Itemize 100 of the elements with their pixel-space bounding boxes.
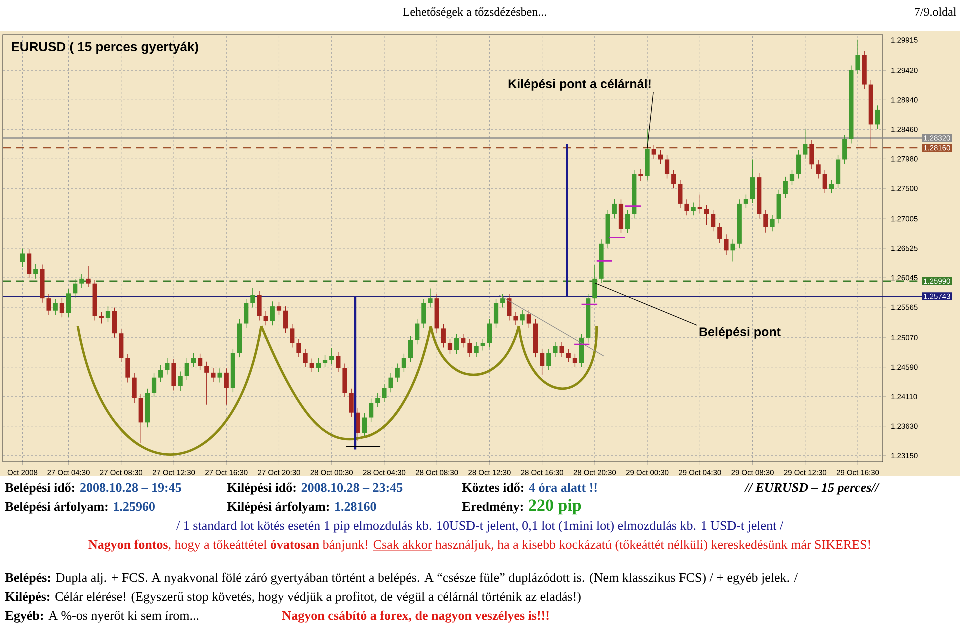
- candlestick: [284, 306, 288, 334]
- candlestick: [152, 373, 157, 398]
- text: Nagyon csábító a forex, de nagyon veszélyes is!!!: [282, 610, 549, 623]
- candlestick: [126, 354, 130, 384]
- candlestick: [336, 352, 341, 373]
- candlestick: [672, 170, 676, 189]
- candlestick: [303, 348, 308, 368]
- candlestick: [507, 294, 512, 322]
- candlestick: [46, 294, 52, 316]
- candlestick: [86, 266, 91, 288]
- candlestick: [408, 336, 414, 363]
- candlestick: [626, 210, 630, 234]
- candlestick: [257, 290, 262, 322]
- candlestick: [540, 348, 545, 376]
- candlestick: [803, 129, 808, 160]
- text: 2008.10.28 – 19:45: [80, 483, 182, 492]
- candlestick: [816, 160, 821, 180]
- candlestick: [20, 248, 26, 268]
- text: 7/9.oldal: [915, 8, 957, 16]
- candlestick: [178, 371, 183, 392]
- candlestick: [500, 294, 506, 308]
- candlestick: [316, 358, 322, 373]
- candlestick: [684, 199, 690, 216]
- candlestick: [474, 342, 479, 358]
- candlestick: [718, 222, 722, 244]
- text: Eredmény:: [462, 502, 523, 514]
- candlestick: [80, 274, 84, 288]
- candlestick: [592, 265, 598, 304]
- candlestick: [796, 150, 802, 180]
- candlestick: [264, 311, 268, 326]
- text: 4 óra alatt !!: [529, 482, 597, 492]
- candlestick: [560, 342, 564, 358]
- candlestick: [810, 140, 814, 170]
- text: Nagyon fontos, hogy a tőkeáttétel óvatosan bánjunk!: [88, 540, 368, 552]
- candlestick: [494, 298, 499, 328]
- candlestick: [204, 362, 210, 406]
- candlestick: [112, 307, 118, 338]
- candlestick: [572, 354, 578, 368]
- text: / 1 standard lot kötés esetén 1 pip elmozdulás kb. 10USD-t jelent, 0,1 lot (1mini lot) elmozdulás kb. 1 USD-t jelent /: [176, 520, 784, 533]
- candlestick: [218, 368, 222, 384]
- candlestick: [132, 373, 137, 404]
- candlestick: [376, 392, 380, 408]
- text: Belépési idő:: [5, 482, 75, 495]
- candlestick: [454, 334, 460, 355]
- candlestick: [198, 354, 203, 371]
- candlestick: [750, 159, 756, 204]
- candlestick: [402, 354, 407, 373]
- candlestick: [652, 144, 656, 160]
- candlestick: [349, 388, 354, 418]
- candlestick: [514, 312, 518, 326]
- text: Belépés: Dupla alj. + FCS. A nyakvonal fölé záró gyertyában történt a belépés. A “csésze füle” duplázódott is. (Nem klasszikus FCS) / + egyéb jelek. /: [5, 572, 798, 585]
- candlestick: [244, 298, 249, 328]
- text: 1.25960: [114, 502, 155, 512]
- candlestick: [724, 234, 729, 256]
- candlestick: [415, 319, 420, 345]
- candlestick: [678, 180, 683, 209]
- candlestick: [191, 352, 196, 368]
- candlestick: [770, 214, 775, 232]
- candlestick: [388, 373, 394, 393]
- candlestick: [73, 279, 78, 298]
- candlestick: [468, 338, 472, 358]
- candlestick: [276, 302, 282, 316]
- chart-title: EURUSD ( 15 perces gyertyák): [12, 42, 198, 54]
- candlestick: [270, 301, 275, 326]
- candlestick: [638, 169, 644, 182]
- candlestick: [822, 170, 828, 194]
- candlestick: [172, 359, 176, 392]
- candlestick: [395, 363, 400, 382]
- candlestick: [553, 342, 558, 358]
- text: használjuk, ha a kisebb kockázatú (tőkeáttét nélküli) kereskedésünk már SIKERES!: [436, 540, 870, 552]
- candlestick: [53, 298, 58, 316]
- annotation: Kilépési pont a célárnál!: [508, 79, 651, 91]
- candlestick: [480, 338, 486, 352]
- candlestick: [520, 310, 525, 326]
- text: Lehetőségek a tőzsdézésben...: [403, 8, 546, 19]
- candlestick: [422, 298, 426, 328]
- candlestick: [856, 40, 860, 75]
- candlestick: [296, 338, 302, 358]
- candlestick: [106, 306, 111, 323]
- candlestick: [842, 134, 848, 164]
- candlestick: [322, 354, 328, 368]
- candlestick: [487, 319, 492, 348]
- text: Kilépési árfolyam:: [228, 502, 330, 514]
- candlestick: [744, 194, 749, 209]
- text: Köztes idő:: [462, 482, 524, 492]
- candlestick: [362, 413, 368, 438]
- candlestick: [369, 398, 374, 422]
- candlestick: [330, 348, 334, 365]
- text: 220 pip: [529, 499, 582, 515]
- candlestick: [184, 358, 190, 381]
- annotation: Belépési pont: [700, 327, 781, 339]
- text: Csak akkor: [374, 540, 432, 550]
- text: 2008.10.28 – 23:45: [302, 483, 403, 492]
- text: // EURUSD – 15 perces//: [744, 483, 880, 495]
- candlestick: [764, 210, 768, 234]
- candlestick: [60, 298, 64, 318]
- candlestick: [664, 155, 670, 180]
- candlestick: [526, 310, 532, 328]
- candlestick: [211, 368, 216, 382]
- candlestick: [691, 202, 696, 216]
